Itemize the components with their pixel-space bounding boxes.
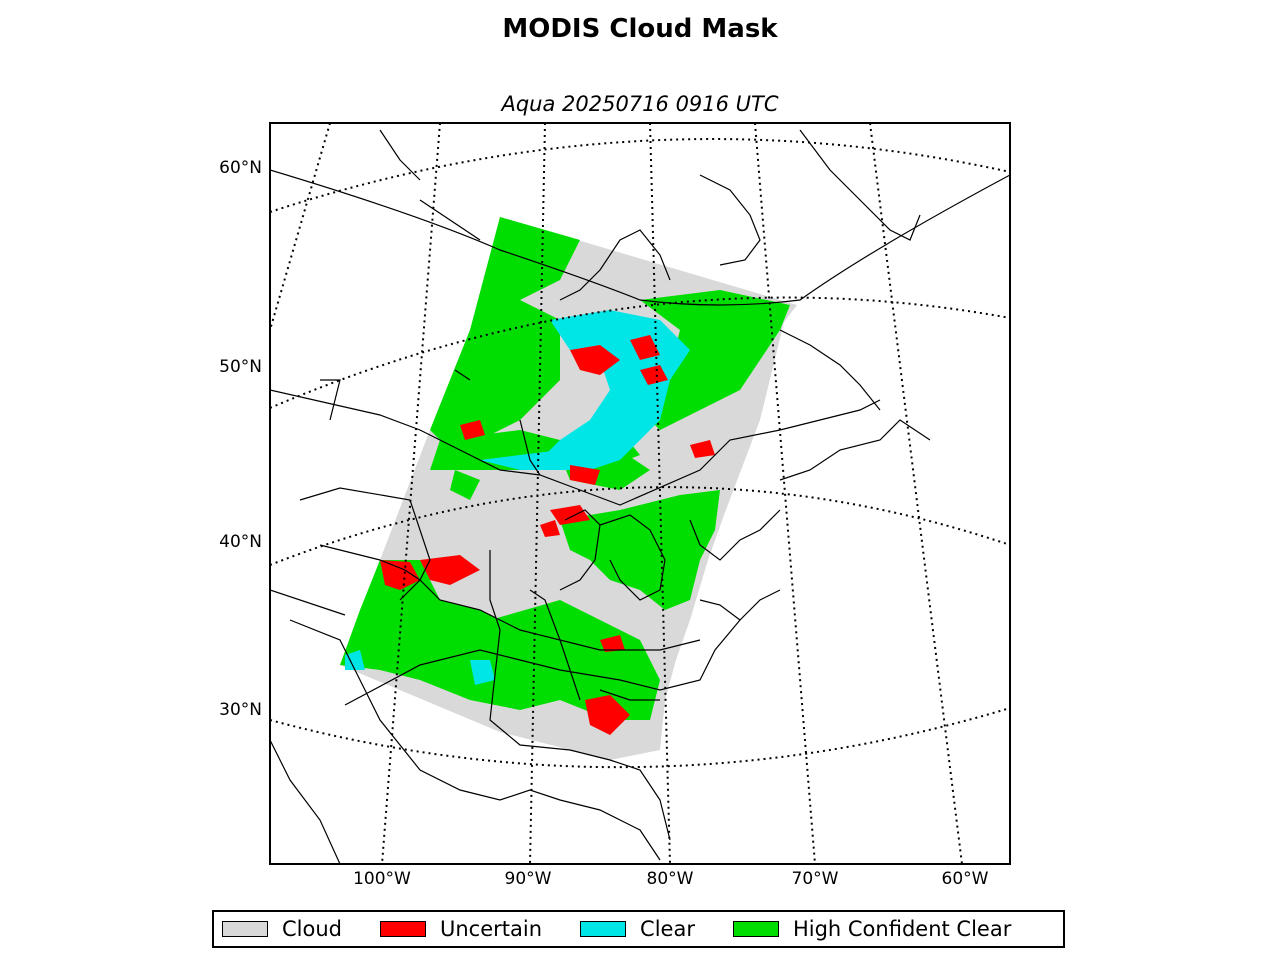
legend-label-clear: Clear [640, 917, 695, 941]
lon-label-100w: 100°W [353, 869, 411, 889]
map-frame [269, 122, 1011, 865]
legend-label-cloud: Cloud [282, 917, 342, 941]
longitude-labels: 100°W 90°W 80°W 70°W 60°W [353, 869, 989, 889]
lat-label-30: 30°N [219, 700, 262, 720]
lat-label-50: 50°N [219, 357, 262, 377]
map-content [270, 123, 1010, 864]
longitude-graticule [270, 123, 963, 864]
legend-label-high-confident-clear: High Confident Clear [792, 917, 1012, 941]
map-legend: Cloud Uncertain Clear High Confident Cle… [212, 910, 1065, 948]
lon-label-80w: 80°W [647, 869, 694, 889]
latitude-graticule [270, 138, 1010, 769]
legend-item-uncertain: Uncertain [380, 917, 542, 941]
legend-label-uncertain: Uncertain [440, 917, 543, 941]
legend-item-cloud: Cloud [222, 917, 342, 941]
lon-label-60w: 60°W [942, 869, 989, 889]
figure-subtitle: Aqua 20250716 0916 UTC [501, 92, 779, 116]
lat-label-60: 60°N [219, 158, 262, 178]
lat-label-40: 40°N [219, 532, 262, 552]
latitude-labels: 60°N 50°N 40°N 30°N [219, 158, 262, 720]
lon-label-70w: 70°W [792, 869, 839, 889]
legend-item-high-confident-clear: High Confident Clear [732, 917, 1012, 941]
legend-swatch-clear [580, 921, 627, 937]
legend-item-clear: Clear [580, 917, 695, 941]
swath-uncertain [380, 335, 715, 735]
legend-swatch-high-confident-clear [732, 921, 779, 937]
legend-swatch-cloud [222, 921, 268, 937]
lon-label-90w: 90°W [505, 869, 552, 889]
coastlines-and-borders [270, 129, 1010, 864]
figure-title: MODIS Cloud Mask [502, 14, 778, 44]
legend-swatch-uncertain [380, 921, 426, 937]
